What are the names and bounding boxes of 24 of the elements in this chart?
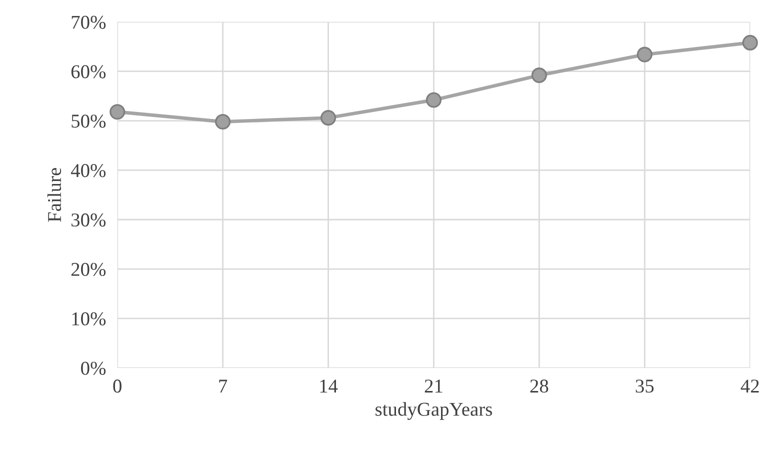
x-tick-label: 28 (530, 380, 548, 393)
point (426, 92, 442, 108)
x-tick-label: 14 (320, 380, 338, 392)
y-axis-title: Failure (47, 168, 62, 222)
y-tick-label: 60% (71, 65, 106, 78)
x-axis-title: studyGapYears (376, 402, 492, 420)
point (110, 104, 126, 120)
y-tick-label: 30% (72, 213, 106, 227)
y-tick-label: 50% (72, 114, 106, 128)
point (742, 34, 758, 50)
point (215, 114, 231, 130)
x-tick-label: 42 (740, 380, 759, 392)
y-tick-label: 20% (71, 262, 106, 276)
y-tick-label: 0% (81, 362, 106, 375)
point (320, 110, 336, 126)
y-tick-label: 40% (70, 164, 106, 178)
y-tick-label: 10% (72, 312, 106, 326)
x-tick-label: 0 (113, 380, 122, 393)
x-tick-label: 7 (219, 380, 228, 392)
point (531, 68, 547, 84)
x-tick-label: 35 (636, 380, 654, 393)
point (636, 46, 652, 62)
x-tick-label: 21 (424, 380, 442, 392)
y-tick-label: 70% (72, 16, 106, 29)
